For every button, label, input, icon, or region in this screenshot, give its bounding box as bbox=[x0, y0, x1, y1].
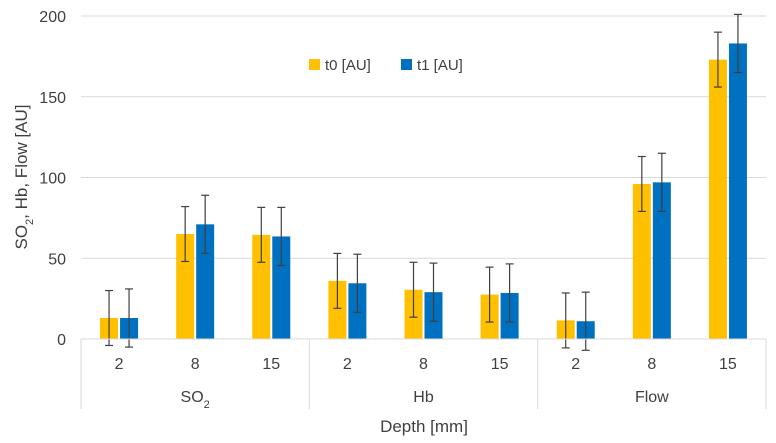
x-tick-label: 8 bbox=[419, 356, 428, 373]
legend: t0 [AU] t1 [AU] bbox=[309, 57, 463, 74]
x-tick-label: 2 bbox=[115, 356, 124, 373]
bar-t0 bbox=[328, 280, 347, 339]
bar-t1 bbox=[728, 43, 747, 340]
bar-t1 bbox=[196, 224, 215, 339]
bar-t0 bbox=[252, 234, 271, 339]
legend-swatch-t0 bbox=[309, 59, 320, 70]
x-tick-label: 15 bbox=[719, 356, 737, 373]
y-tick-label: 100 bbox=[39, 171, 66, 188]
group-label: SO2 bbox=[181, 389, 210, 411]
bar-t0 bbox=[632, 183, 651, 339]
group-label: Hb bbox=[413, 389, 434, 406]
bar-t1 bbox=[272, 236, 291, 339]
x-tick-label: 15 bbox=[262, 356, 280, 373]
y-tick-label: 50 bbox=[48, 251, 66, 268]
legend-label-t1: t1 [AU] bbox=[417, 57, 463, 74]
bars bbox=[100, 13, 747, 351]
y-tick-label: 150 bbox=[39, 90, 66, 107]
group-label: Flow bbox=[635, 389, 669, 406]
y-axis-label: SO2, Hb, Flow [AU] bbox=[12, 105, 36, 250]
x-tick-label: 8 bbox=[647, 356, 656, 373]
y-tick-label: 200 bbox=[39, 9, 66, 26]
gridlines bbox=[81, 15, 766, 259]
y-tick-label: 0 bbox=[57, 332, 66, 349]
legend-label-t0: t0 [AU] bbox=[325, 57, 371, 74]
y-axis-ticks: 0 50 100 150 200 bbox=[39, 9, 66, 349]
x-tick-label: 15 bbox=[491, 356, 509, 373]
x-axis-label: Depth [mm] bbox=[380, 417, 468, 436]
bar-t0 bbox=[176, 234, 195, 339]
bar-t0 bbox=[708, 59, 727, 339]
x-tick-label: 8 bbox=[191, 356, 200, 373]
legend-swatch-t1 bbox=[401, 59, 412, 70]
bar-t1 bbox=[652, 182, 671, 339]
x-tick-label: 2 bbox=[343, 356, 352, 373]
x-tick-label: 2 bbox=[571, 356, 580, 373]
